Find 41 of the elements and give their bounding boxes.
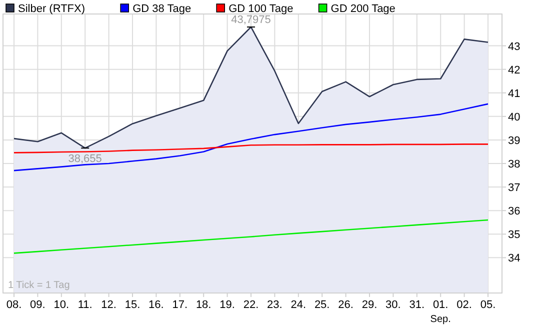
- x-tick-label: 01. Sep.: [430, 299, 451, 325]
- y-tick-label: 41: [508, 88, 520, 100]
- y-tick-label: 43: [508, 40, 520, 53]
- line-series: [13, 144, 489, 154]
- x-tick-label: 08.: [6, 299, 22, 311]
- annotation: 1 Tick = 1 Tag: [8, 280, 70, 291]
- x-tick-label: 19.: [220, 299, 235, 311]
- x-tick-label: 05.: [480, 299, 496, 311]
- y-tick-label: 35: [508, 229, 520, 242]
- y-tick-label: 36: [508, 206, 520, 218]
- x-tick-label: 29.: [362, 299, 378, 311]
- y-tick-label: 40: [508, 111, 520, 124]
- x-tick-label: 25.: [314, 299, 330, 311]
- y-tick-label: 34: [508, 252, 520, 265]
- x-tick-label: 18.: [196, 299, 212, 311]
- legend-label: GD 38 Tage: [132, 3, 192, 15]
- annotation: 38,655: [68, 153, 102, 166]
- legend-label: GD 100 Tage: [228, 3, 294, 15]
- x-tick-label: 09.: [30, 299, 46, 311]
- x-tick-label: 11.: [78, 299, 92, 311]
- x-tick-label: 24.: [290, 299, 306, 311]
- x-tick-label: 12.: [101, 299, 116, 311]
- x-tick-label: 22.: [243, 299, 259, 311]
- line-series: [13, 219, 489, 254]
- x-tick-label: 31.: [409, 299, 425, 311]
- x-tick-label: 30.: [386, 299, 401, 311]
- x-tick-label: 26.: [338, 299, 354, 311]
- y-tick-label: 42: [508, 64, 520, 76]
- legend-label: GD 200 Tage: [330, 3, 396, 15]
- x-tick-label: 17.: [172, 299, 188, 311]
- x-tick-label: 16.: [148, 299, 164, 311]
- annotation: 43,7975: [231, 14, 271, 26]
- line-series: [13, 103, 489, 172]
- x-tick-label: 15.: [124, 299, 140, 311]
- y-tick-label: 38: [508, 158, 520, 171]
- y-tick-label: 39: [508, 134, 520, 147]
- x-tick-label: 02.: [456, 299, 472, 311]
- x-tick-label: 10.: [54, 299, 70, 311]
- y-tick-label: 37: [508, 182, 520, 194]
- x-tick-label: 23.: [267, 299, 282, 311]
- legend-label: Silber (RTFX): [18, 3, 86, 15]
